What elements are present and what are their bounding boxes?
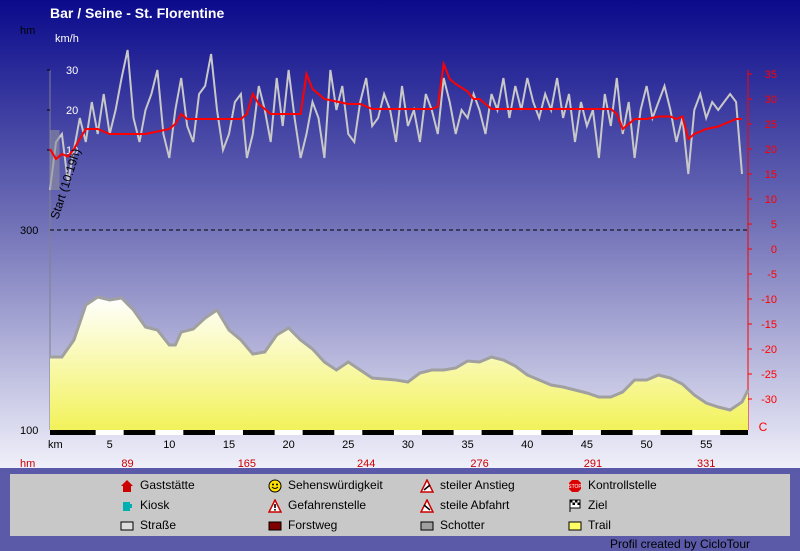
- km-tick-label: 50: [640, 439, 652, 451]
- hm-row-label: 165: [238, 458, 256, 470]
- left-axis-unit-hm: hm: [20, 25, 35, 37]
- temperature-line: [49, 60, 742, 161]
- x-axis-segment: [453, 430, 482, 435]
- temperature-axis-unit: C: [759, 420, 768, 434]
- elevation-line: [50, 295, 750, 412]
- smiley-icon: [268, 479, 282, 493]
- km-tick-label: 25: [342, 439, 354, 451]
- km-tick-label: 15: [223, 439, 235, 451]
- temperature-tick-label: -25: [761, 369, 777, 381]
- svg-text:STOP: STOP: [568, 484, 582, 490]
- temperature-tick-label: 30: [765, 94, 777, 106]
- trail-swatch-icon: [568, 519, 582, 533]
- stop-sign-icon: STOP: [568, 479, 582, 493]
- danger-icon: [267, 498, 283, 513]
- chart-title: Bar / Seine - St. Florentine: [50, 5, 224, 21]
- credit-text: Profil created by CicloTour: [609, 537, 750, 551]
- x-axis-segment: [95, 430, 124, 435]
- warning-down-icon: [419, 498, 435, 513]
- km-tick-label: 5: [107, 439, 113, 451]
- hm-row-unit: hm: [20, 458, 35, 470]
- legend-item-label: Ziel: [588, 498, 608, 512]
- legend-item: Trail: [568, 517, 611, 533]
- legend-item-label: Gefahrenstelle: [288, 498, 367, 512]
- road-swatch-icon: [120, 519, 134, 533]
- x-axis-segment: [274, 430, 303, 435]
- legend-item: Sehenswürdigkeit: [268, 477, 383, 493]
- hm-row-label: 89: [121, 458, 133, 470]
- temperature-tick-label: 25: [765, 119, 777, 131]
- hm-row-label: 331: [697, 458, 715, 470]
- x-axis-segment: [513, 430, 542, 435]
- elevation-tick-label: 100: [20, 425, 38, 437]
- legend-item: Schotter: [420, 517, 485, 533]
- legend-item-label: steiler Anstieg: [440, 478, 515, 492]
- x-axis-segment: [692, 430, 721, 435]
- km-tick-label: 45: [581, 439, 593, 451]
- legend-item-label: Schotter: [440, 518, 485, 532]
- legend-item-label: steile Abfahrt: [440, 498, 510, 512]
- km-tick-label: 20: [283, 439, 295, 451]
- legend-item: steiler Anstieg: [419, 477, 515, 493]
- temperature-tick-label: 15: [765, 169, 777, 181]
- cup-icon: [120, 499, 134, 513]
- warning-up-icon: [419, 478, 435, 493]
- legend-item: steile Abfahrt: [419, 497, 510, 513]
- gravel-swatch-icon: [420, 519, 434, 533]
- temperature-tick-label: 5: [771, 219, 777, 231]
- km-tick-label: 55: [700, 439, 712, 451]
- temperature-tick-label: 20: [765, 144, 777, 156]
- elevation-tick-label: 300: [20, 225, 38, 237]
- km-tick-label: 30: [402, 439, 414, 451]
- x-axis-segment: [393, 430, 422, 435]
- km-tick-label: 10: [163, 439, 175, 451]
- finish-flag-icon: [568, 499, 582, 513]
- x-axis-segment: [334, 430, 363, 435]
- legend-item-label: Forstweg: [288, 518, 338, 532]
- temperature-tick-label: -20: [761, 344, 777, 356]
- left-axis-unit-speed: km/h: [55, 33, 79, 45]
- x-axis-segment: [155, 430, 184, 435]
- x-axis-segment: [214, 430, 243, 435]
- speed-tick-label: 20: [66, 105, 78, 117]
- km-tick-label: 35: [461, 439, 473, 451]
- temperature-tick-label: 35: [765, 69, 777, 81]
- hm-row-label: 291: [584, 458, 602, 470]
- x-axis-segment: [632, 430, 661, 435]
- temperature-tick-label: -10: [761, 294, 777, 306]
- km-axis-unit: km: [48, 439, 63, 451]
- legend-item: STOP Kontrollstelle: [568, 477, 657, 493]
- x-axis-segment: [572, 430, 601, 435]
- legend-item: Forstweg: [268, 517, 337, 533]
- legend: Gaststätte Sehenswürdigkeit steiler Anstie…: [10, 474, 790, 536]
- legend-item-label: Straße: [140, 518, 177, 532]
- legend-item-label: Kontrollstelle: [588, 478, 657, 492]
- legend-item: Straße: [120, 517, 176, 533]
- forest-swatch-icon: [268, 519, 282, 533]
- hm-row-label: 244: [357, 458, 375, 470]
- temperature-tick-label: 0: [771, 244, 777, 256]
- elevation-area: [50, 297, 748, 430]
- hm-row-label: 276: [470, 458, 488, 470]
- start-marker: [50, 130, 60, 190]
- legend-item: Kiosk: [120, 497, 169, 513]
- legend-item-label: Sehenswürdigkeit: [288, 478, 383, 492]
- legend-item: Gaststätte: [120, 477, 195, 493]
- temperature-tick-label: -30: [761, 394, 777, 406]
- house-icon: [120, 479, 134, 493]
- speed-tick-label: 30: [66, 65, 78, 77]
- temperature-tick-label: 10: [765, 194, 777, 206]
- legend-item: Ziel: [568, 497, 607, 513]
- km-tick-label: 40: [521, 439, 533, 451]
- temperature-tick-label: -5: [767, 269, 777, 281]
- speed-line: [49, 49, 743, 191]
- legend-item: Gefahrenstelle: [267, 497, 367, 513]
- temperature-tick-label: -15: [761, 319, 777, 331]
- legend-item-label: Kiosk: [140, 498, 170, 512]
- legend-item-label: Gaststätte: [140, 478, 195, 492]
- legend-item-label: Trail: [588, 518, 611, 532]
